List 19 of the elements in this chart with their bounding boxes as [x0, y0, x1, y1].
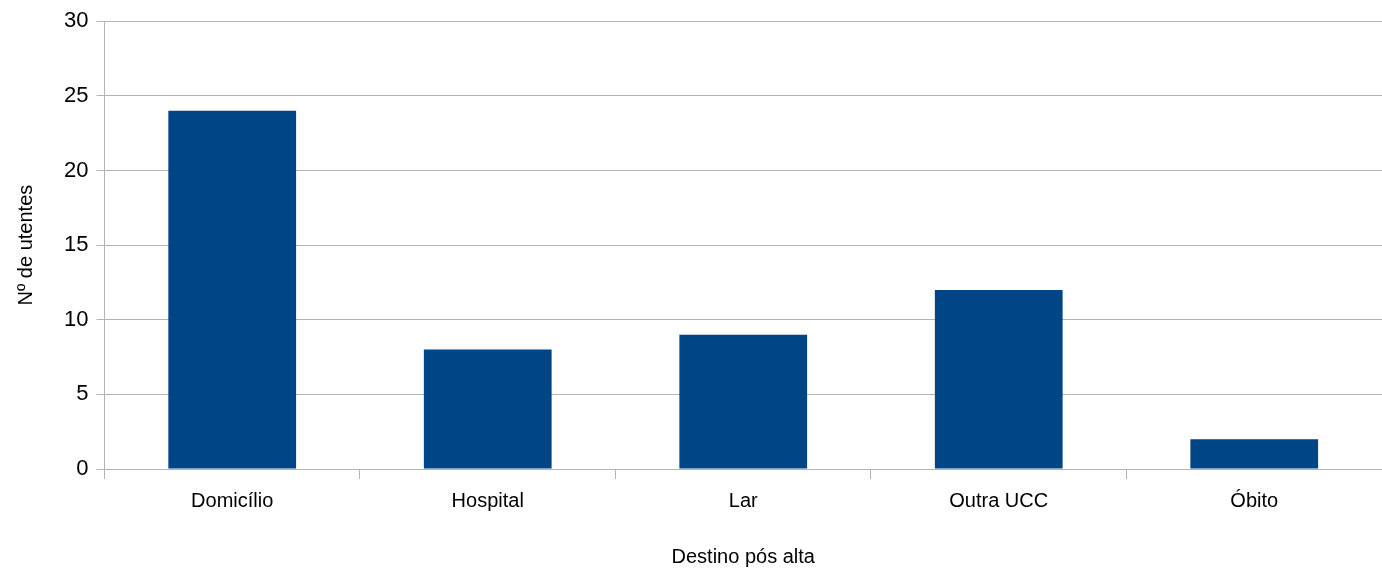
bar [1190, 439, 1319, 469]
y-tick-label: 30 [63, 7, 89, 33]
x-axis-title: Destino pós alta [671, 544, 816, 567]
bar [679, 334, 808, 469]
x-tick-label: Domicílio [191, 488, 274, 511]
y-tick-label: 5 [76, 380, 89, 406]
y-tick-label: 15 [63, 231, 89, 257]
x-tick-label: Lar [728, 488, 759, 511]
y-tick-label: 10 [63, 305, 89, 331]
bar [168, 110, 297, 469]
y-tick-label: 25 [63, 81, 89, 107]
y-axis-title: Nº de utentes [13, 184, 36, 306]
y-tick-label: 20 [63, 156, 89, 182]
x-tick-label: Hospital [451, 488, 524, 511]
x-tick-label: Óbito [1230, 488, 1279, 511]
bar [423, 349, 552, 469]
bar [934, 289, 1063, 469]
y-tick-label: 0 [76, 455, 89, 481]
x-tick-label: Outra UCC [949, 488, 1049, 511]
